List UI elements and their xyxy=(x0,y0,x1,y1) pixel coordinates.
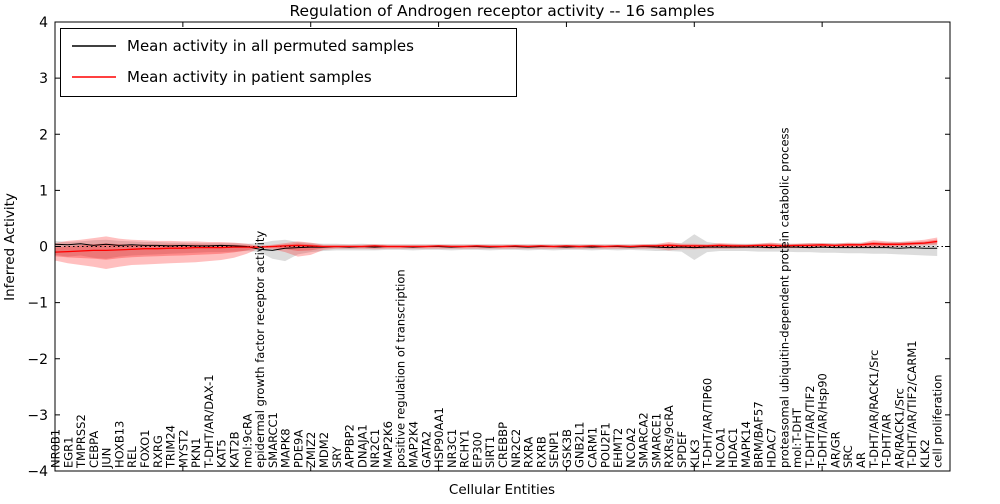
x-category-label: positive regulation of transcription xyxy=(394,269,408,468)
y-tick-label: −2 xyxy=(27,352,48,368)
x-category-label: SRC xyxy=(841,445,855,468)
y-tick-label: −3 xyxy=(27,408,48,424)
x-category-label: KAT5 xyxy=(215,439,229,468)
axis-ticks xyxy=(54,21,951,472)
x-category-label: SMARCA2 xyxy=(637,412,651,468)
x-category-label: CARM1 xyxy=(586,427,600,468)
x-category-label: KLK3 xyxy=(688,439,702,468)
chart-title: Regulation of Androgen receptor activity… xyxy=(289,2,714,20)
x-category-label: RXRB xyxy=(534,436,548,468)
y-tick-label: 0 xyxy=(39,240,48,256)
x-category-label: HDAC7 xyxy=(765,428,779,468)
legend-label-patient: Mean activity in patient samples xyxy=(127,68,372,86)
x-category-label: T-DHT/AR/TIF2/CARM1 xyxy=(905,340,919,469)
x-category-label: EHMT2 xyxy=(611,428,625,468)
patient-band-inner xyxy=(55,239,938,260)
x-category-label: CREBBP xyxy=(496,422,510,468)
mean-lines xyxy=(54,240,938,253)
x-category-label: RXRG xyxy=(151,435,165,468)
x-category-label: HDAC1 xyxy=(726,428,740,468)
x-category-label: CEBPA xyxy=(87,431,101,468)
permuted-band xyxy=(55,234,938,262)
x-category-label: HOXB13 xyxy=(112,421,126,468)
x-category-label: NR0B1 xyxy=(49,429,63,468)
x-category-label: EP300 xyxy=(470,432,484,468)
y-tick-label: 4 xyxy=(39,15,48,31)
confidence-bands xyxy=(55,234,938,269)
x-category-label: REL xyxy=(125,446,139,468)
x-category-label: epidermal growth factor receptor activit… xyxy=(253,231,267,468)
y-tick-label: −1 xyxy=(27,296,48,312)
x-category-label: HSP90AA1 xyxy=(432,407,446,468)
x-category-label: NR3C1 xyxy=(445,429,459,468)
x-category-label: SMARCE1 xyxy=(649,413,663,468)
x-category-label: T-DHT/AR xyxy=(880,414,894,469)
x-category-label: TMPRSS2 xyxy=(74,414,88,469)
x-category-label: AR/RACK1/Src xyxy=(892,388,906,468)
x-category-label: SMARCC1 xyxy=(266,412,280,468)
x-category-label: SPDEF xyxy=(675,431,689,468)
x-category-label: MAP2K6 xyxy=(381,421,395,468)
x-category-label: MAP2K4 xyxy=(407,421,421,468)
x-category-label: T-DHT/AR/Hsp90 xyxy=(816,373,830,469)
x-category-label: TRIM24 xyxy=(164,425,178,469)
x-category-label: T-DHT/AR/TIP60 xyxy=(701,378,715,469)
x-category-label: AR xyxy=(854,452,868,468)
x-category-label: RCHY1 xyxy=(458,430,472,468)
x-category-label: cell proliferation xyxy=(931,374,945,468)
x-category-label: POU2F1 xyxy=(598,422,612,468)
x-category-label: MAPK8 xyxy=(279,428,293,468)
x-category-label: T-DHT/AR/TIF2 xyxy=(803,385,817,469)
x-category-label: JUN xyxy=(100,448,114,469)
x-category-label: MDM2 xyxy=(317,432,331,468)
x-category-label: KLK2 xyxy=(918,439,932,468)
x-category-label: GSK3B xyxy=(560,429,574,468)
x-category-label: PKN1 xyxy=(189,438,203,468)
x-category-label: KAT2B xyxy=(228,431,242,468)
x-category-label: GNB2L1 xyxy=(573,422,587,468)
x-category-label: SIRT1 xyxy=(483,436,497,468)
patient-band-outer xyxy=(55,236,938,269)
x-category-label: MAPK14 xyxy=(739,421,753,468)
x-category-label: NCOA1 xyxy=(713,427,727,468)
y-tick-label: −4 xyxy=(27,464,48,480)
x-category-label: RXRs/9cRA xyxy=(662,405,676,468)
x-category-label: proteasomal ubiquitin-dependent protein … xyxy=(777,127,791,468)
x-category-label: mol:T-DHT xyxy=(790,407,804,468)
legend-box xyxy=(60,28,517,97)
x-category-labels: NR0B1EGR1TMPRSS2CEBPAJUNHOXB13RELFOXO1RX… xyxy=(49,127,945,469)
y-tick-labels: 4 3 2 1 0 −1 −2 −3 −4 xyxy=(27,15,48,480)
x-category-label: SRY xyxy=(330,445,344,468)
legend-label-permuted: Mean activity in all permuted samples xyxy=(127,37,414,55)
x-category-label: FOXO1 xyxy=(138,430,152,468)
x-category-label: EGR1 xyxy=(61,437,75,469)
x-category-label: MYST2 xyxy=(176,429,190,468)
x-category-label: ZMIZ2 xyxy=(304,432,318,468)
x-category-label: NCOA2 xyxy=(624,427,638,468)
x-category-label: BRM/BAF57 xyxy=(752,401,766,468)
x-category-label: GATA2 xyxy=(419,431,433,468)
x-axis-label: Cellular Entities xyxy=(449,482,555,498)
legend: Mean activity in all permuted samples Me… xyxy=(60,28,517,97)
x-category-label: T-DHT/AR/RACK1/Src xyxy=(867,350,881,469)
x-category-label: NR2C1 xyxy=(368,429,382,468)
x-category-label: APPBP2 xyxy=(343,424,357,468)
x-category-label: mol:9cRA xyxy=(240,414,254,468)
x-category-label: AR/GR xyxy=(828,431,842,468)
patient-mean-line xyxy=(54,240,938,253)
y-tick-label: 2 xyxy=(39,127,48,143)
y-tick-label: 3 xyxy=(39,71,48,87)
x-category-label: RXRA xyxy=(522,437,536,468)
x-category-label: PDE9A xyxy=(291,430,305,468)
y-tick-label: 1 xyxy=(39,183,48,199)
x-category-label: SENP1 xyxy=(547,431,561,468)
x-category-label: NR2C2 xyxy=(509,429,523,468)
y-axis-label: Inferred Activity xyxy=(2,193,18,301)
x-category-label: DNAJA1 xyxy=(355,424,369,468)
x-category-label: T-DHT/AR/DAX-1 xyxy=(202,374,216,469)
